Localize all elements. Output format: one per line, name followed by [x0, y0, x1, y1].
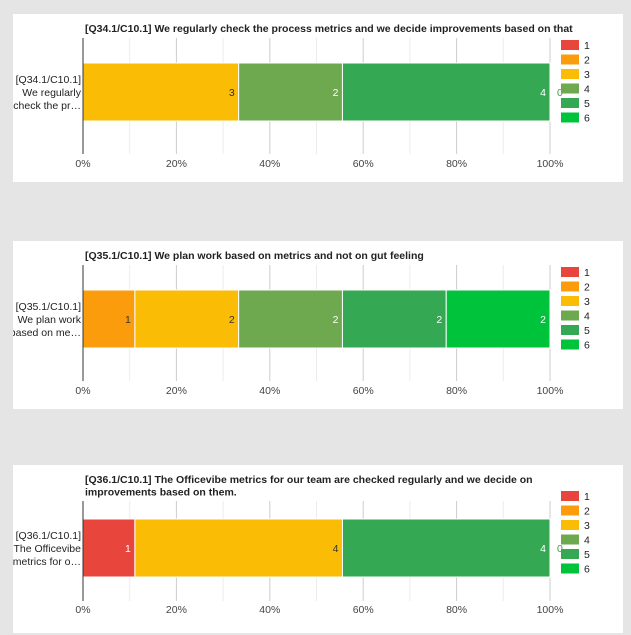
- category-label: based on me…: [13, 327, 81, 339]
- bar-segment-3: [134, 289, 240, 349]
- data-label: 3: [229, 87, 235, 99]
- legend-label: 4: [584, 311, 590, 323]
- data-label: 2: [436, 314, 442, 326]
- category-label: We regularly: [22, 87, 81, 99]
- data-label: 0: [557, 543, 563, 555]
- legend-swatch-3: [561, 296, 579, 306]
- chart-title: [Q34.1/C10.1] We regularly check the pro…: [85, 23, 573, 35]
- x-tick-label: 40%: [259, 385, 280, 397]
- chart-panel-q36: [Q36.1/C10.1] The Officevibe metrics for…: [13, 465, 623, 633]
- data-label: 4: [333, 543, 339, 555]
- legend-swatch-6: [561, 339, 579, 350]
- data-label: 2: [333, 87, 339, 99]
- data-label: 1: [125, 543, 131, 555]
- x-tick-label: 80%: [446, 385, 467, 397]
- legend-swatch-2: [561, 54, 579, 65]
- data-label: 4: [540, 543, 546, 555]
- x-tick-label: 0%: [75, 158, 90, 170]
- legend-swatch-1: [561, 267, 579, 277]
- legend-label: 5: [584, 325, 590, 337]
- legend-label: 5: [584, 549, 590, 561]
- legend-swatch-2: [561, 505, 579, 516]
- chart-title: [Q36.1/C10.1] The Officevibe metrics for…: [85, 474, 533, 486]
- category-label: [Q36.1/C10.1]: [16, 530, 81, 542]
- category-label: [Q35.1/C10.1]: [16, 301, 81, 313]
- x-tick-label: 40%: [259, 158, 280, 170]
- legend-label: 3: [584, 69, 590, 81]
- data-label: 0: [557, 87, 563, 99]
- category-label: [Q34.1/C10.1]: [16, 74, 81, 86]
- legend-swatch-4: [561, 534, 579, 545]
- x-tick-label: 60%: [353, 604, 374, 616]
- bar-segment-5: [341, 289, 447, 349]
- bar-segment-3: [134, 518, 343, 578]
- chart-panel-q35: [Q35.1/C10.1] We plan work based on metr…: [13, 241, 623, 409]
- data-label: 2: [333, 314, 339, 326]
- x-tick-label: 100%: [537, 385, 564, 397]
- x-tick-label: 60%: [353, 385, 374, 397]
- legend-label: 1: [584, 40, 590, 52]
- bar-segment-5: [341, 518, 551, 578]
- legend-label: 1: [584, 491, 590, 503]
- legend-label: 4: [584, 84, 590, 96]
- legend-label: 6: [584, 113, 590, 125]
- x-tick-label: 20%: [166, 158, 187, 170]
- legend-label: 1: [584, 267, 590, 279]
- bar-segment-1: [82, 518, 136, 578]
- x-tick-label: 80%: [446, 604, 467, 616]
- category-label: The Officevibe: [13, 543, 81, 555]
- legend-swatch-4: [561, 310, 579, 321]
- bar-segment-6: [445, 289, 551, 349]
- x-tick-label: 100%: [537, 158, 564, 170]
- category-label: metrics for o…: [13, 556, 81, 568]
- legend-swatch-6: [561, 563, 579, 574]
- legend-swatch-6: [561, 112, 579, 123]
- legend-swatch-3: [561, 69, 579, 79]
- legend-swatch-5: [561, 549, 579, 559]
- legend-swatch-1: [561, 40, 579, 50]
- x-tick-label: 20%: [166, 604, 187, 616]
- x-tick-label: 0%: [75, 385, 90, 397]
- x-tick-label: 80%: [446, 158, 467, 170]
- x-tick-label: 40%: [259, 604, 280, 616]
- data-label: 2: [540, 314, 546, 326]
- category-label: check the pr…: [13, 100, 81, 112]
- stacked-bar-chart-q35: [Q35.1/C10.1] We plan work based on metr…: [13, 250, 590, 397]
- bar-segment-3: [82, 62, 240, 122]
- data-label: 4: [540, 87, 546, 99]
- legend-label: 2: [584, 282, 590, 294]
- legend-swatch-5: [561, 325, 579, 335]
- x-tick-label: 20%: [166, 385, 187, 397]
- legend-swatch-1: [561, 491, 579, 501]
- legend-label: 3: [584, 520, 590, 532]
- data-label: 1: [125, 314, 131, 326]
- legend-swatch-5: [561, 98, 579, 108]
- bar-segment-2: [82, 289, 136, 349]
- legend-swatch-2: [561, 281, 579, 292]
- legend-swatch-3: [561, 520, 579, 530]
- category-label: We plan work: [18, 314, 82, 326]
- legend-label: 2: [584, 55, 590, 67]
- stacked-bar-chart-q34: [Q34.1/C10.1] We regularly check the pro…: [13, 23, 590, 170]
- chart-title: [Q35.1/C10.1] We plan work based on metr…: [85, 250, 424, 262]
- x-tick-label: 60%: [353, 158, 374, 170]
- legend-label: 6: [584, 564, 590, 576]
- x-tick-label: 100%: [537, 604, 564, 616]
- legend-label: 5: [584, 98, 590, 110]
- bar-segment-5: [341, 62, 551, 122]
- chart-panel-q34: [Q34.1/C10.1] We regularly check the pro…: [13, 14, 623, 182]
- data-label: 2: [229, 314, 235, 326]
- chart-title: improvements based on them.: [85, 487, 237, 499]
- legend-label: 2: [584, 506, 590, 518]
- legend-label: 6: [584, 340, 590, 352]
- stacked-bar-chart-q36: [Q36.1/C10.1] The Officevibe metrics for…: [13, 474, 590, 616]
- x-tick-label: 0%: [75, 604, 90, 616]
- bar-segment-4: [238, 289, 343, 349]
- legend-label: 4: [584, 535, 590, 547]
- legend-swatch-4: [561, 83, 579, 94]
- bar-segment-4: [238, 62, 343, 122]
- legend-label: 3: [584, 296, 590, 308]
